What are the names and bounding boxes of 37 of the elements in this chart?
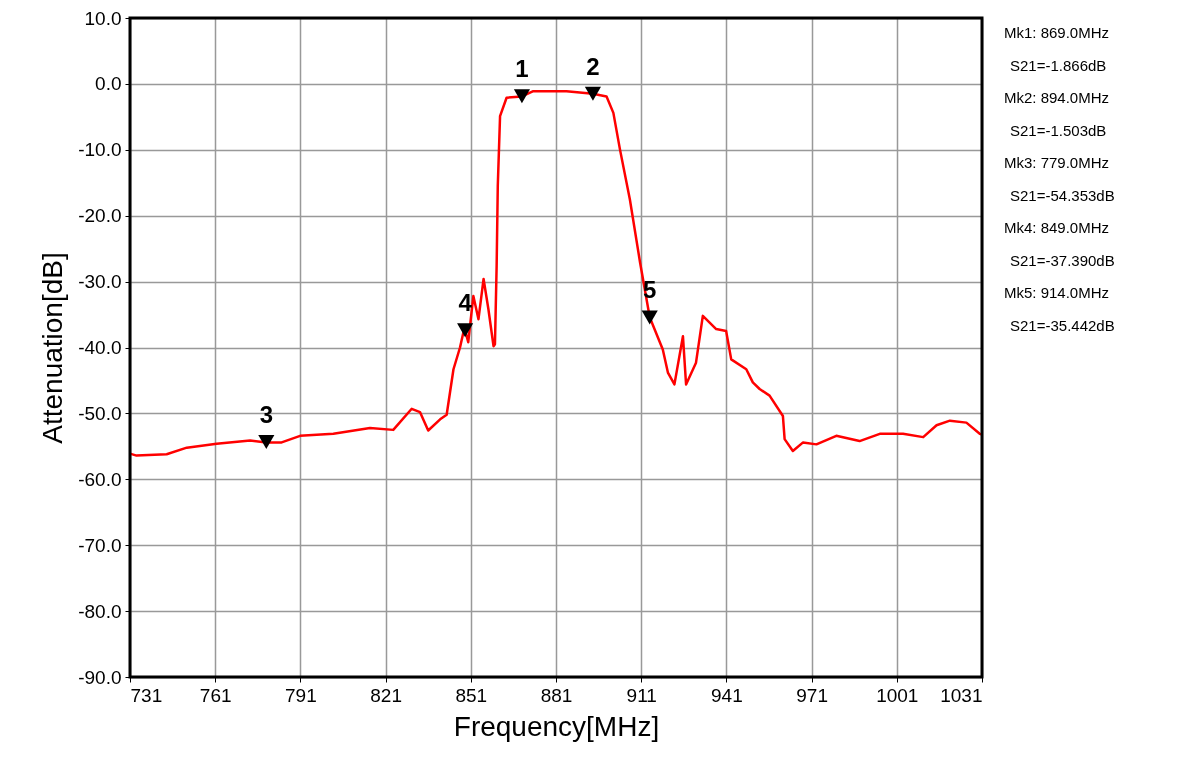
x-tick-label: 761 (199, 684, 232, 706)
x-axis-title: Frequency[MHz] (453, 710, 660, 742)
x-tick-label: 911 (626, 684, 657, 706)
x-tick-label: 881 (540, 684, 573, 706)
y-tick-label: -90.0 (78, 666, 122, 688)
x-tick-label: 731 (130, 684, 163, 706)
y-tick-label: -10.0 (78, 139, 122, 161)
x-tick-label: 851 (455, 684, 488, 706)
x-tick-label: 971 (796, 684, 828, 706)
y-tick-label: 10.0 (84, 7, 122, 29)
y-tick-label: -70.0 (78, 534, 122, 556)
text: Mk2: 894.0MHz (1004, 89, 1110, 106)
text: S21=-1.866dB (1010, 56, 1107, 74)
y-tick-label: -40.0 (78, 337, 122, 358)
y-tick-label: -60.0 (78, 468, 122, 490)
y-tick-label: -80.0 (78, 600, 122, 622)
text: S21=-54.353dB (1010, 186, 1115, 204)
annotation: 2 (586, 52, 600, 80)
text: S21=-1.503dB (1010, 121, 1107, 139)
text: S21=-37.390dB (1010, 251, 1115, 269)
x-tick-label: 791 (285, 684, 317, 706)
y-tick-label: -50.0 (78, 402, 122, 424)
x-tick-label: 1001 (876, 684, 919, 706)
x-tick-label: 941 (711, 684, 743, 706)
text: Mk1: 869.0MHz (1004, 24, 1110, 41)
text: Mk3: 779.0MHz (1004, 154, 1110, 171)
x-tick-label: 1031 (940, 684, 983, 706)
text: Mk5: 914.0MHz (1004, 284, 1110, 301)
y-tick-label: -20.0 (78, 205, 122, 227)
y-tick-label: 0.0 (95, 73, 122, 95)
annotation: 1 (515, 55, 529, 83)
text: Mk4: 849.0MHz (1004, 219, 1110, 236)
text: S21=-35.442dB (1010, 316, 1115, 334)
y-tick-label: -30.0 (78, 271, 122, 293)
x-tick-label: 821 (370, 684, 402, 706)
annotation: 3 (259, 401, 273, 429)
y-axis-title: Attenuation[dB] (37, 252, 69, 444)
